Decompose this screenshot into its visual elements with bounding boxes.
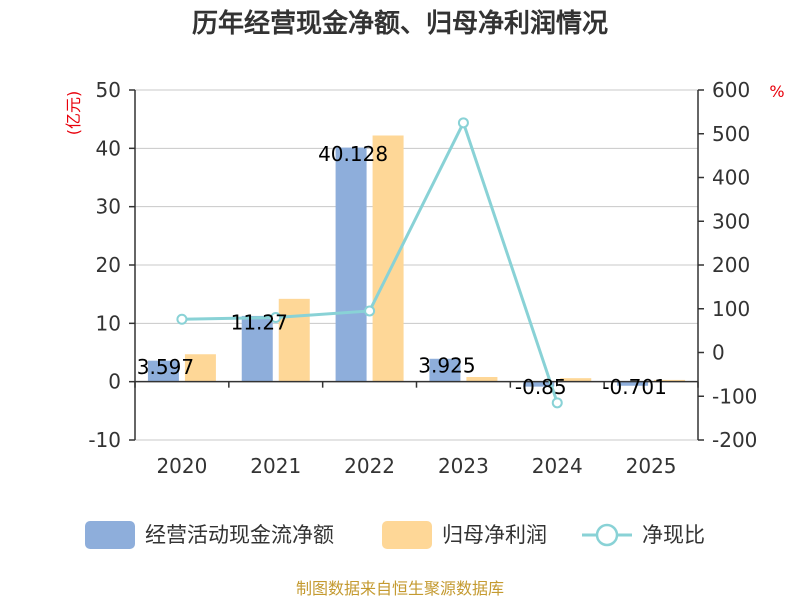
bar-profit-2022 [372, 135, 404, 382]
bar-cash-2022 [335, 147, 367, 382]
left-axis-unit: (亿元) [64, 91, 83, 136]
chart-title: 历年经营现金净额、归母净利润情况 [192, 8, 608, 39]
x-tick-label: 2021 [250, 454, 301, 478]
left-tick-label: 40 [96, 136, 121, 160]
left-tick-label: 20 [96, 253, 121, 277]
bar-profit-2021 [278, 298, 310, 382]
legend: 经营活动现金流净额 归母净利润 净现比 [85, 521, 705, 549]
x-tick-label: 2020 [156, 454, 207, 478]
left-tick-label: 30 [96, 195, 121, 219]
bar-profit-2020 [184, 354, 216, 382]
ratio-point [176, 313, 188, 325]
right-tick-label: 400 [712, 166, 750, 190]
data-labels: 3.597 11.27 40.128 3.925 -0.85 -0.701 [137, 142, 667, 399]
right-tick-label: 300 [712, 209, 750, 233]
axes: 50403020100-106005004003002001000-100-20… [88, 78, 757, 478]
bar-profit-2023 [466, 377, 498, 382]
left-tick-label: 10 [96, 311, 121, 335]
bar-cash-2025 [617, 381, 649, 386]
bars [147, 135, 686, 387]
data-label-cash: 40.128 [318, 142, 388, 166]
x-tick-label: 2022 [344, 454, 395, 478]
right-tick-label: -200 [712, 428, 757, 452]
right-axis-unit: % [769, 82, 784, 101]
left-tick-label: 50 [96, 78, 121, 102]
left-tick-label: -10 [88, 428, 121, 452]
x-tick-label: 2024 [532, 454, 583, 478]
right-tick-label: 100 [712, 297, 750, 321]
legend-profit-swatch [382, 521, 432, 549]
right-tick-label: 500 [712, 122, 750, 146]
x-tick-label: 2023 [438, 454, 489, 478]
legend-ratio-marker [595, 523, 619, 547]
bar-cash-2021 [241, 315, 273, 382]
ratio-point [551, 397, 563, 409]
right-tick-label: 0 [712, 341, 725, 365]
right-tick-label: 200 [712, 253, 750, 277]
legend-cash-swatch [85, 521, 135, 549]
data-label-cash: -0.85 [515, 375, 567, 399]
right-tick-label: 600 [712, 78, 750, 102]
right-tick-label: -100 [712, 384, 757, 408]
left-tick-label: 0 [108, 370, 121, 394]
x-tick-label: 2025 [626, 454, 677, 478]
grid [135, 89, 698, 441]
bar-cash-2024 [523, 381, 555, 387]
legend-cash-label: 经营活动现金流净额 [145, 523, 334, 547]
bar-cash-2020 [147, 360, 179, 382]
data-label-cash: 11.27 [231, 310, 288, 334]
source-note: 制图数据来自恒生聚源数据库 [296, 579, 504, 598]
ratio-point [457, 117, 469, 129]
ratio-point [270, 312, 282, 323]
ratio-line [176, 117, 563, 409]
ratio-point [364, 305, 376, 317]
data-label-cash: 3.597 [137, 355, 194, 379]
data-label-cash: -0.701 [602, 375, 666, 399]
legend-profit-label: 归母净利润 [442, 523, 547, 547]
bar-cash-2023 [429, 358, 461, 382]
data-label-cash: 3.925 [418, 353, 475, 377]
bar-profit-2025 [654, 379, 686, 382]
bar-profit-2024 [560, 378, 592, 382]
legend-ratio-label: 净现比 [642, 523, 705, 547]
